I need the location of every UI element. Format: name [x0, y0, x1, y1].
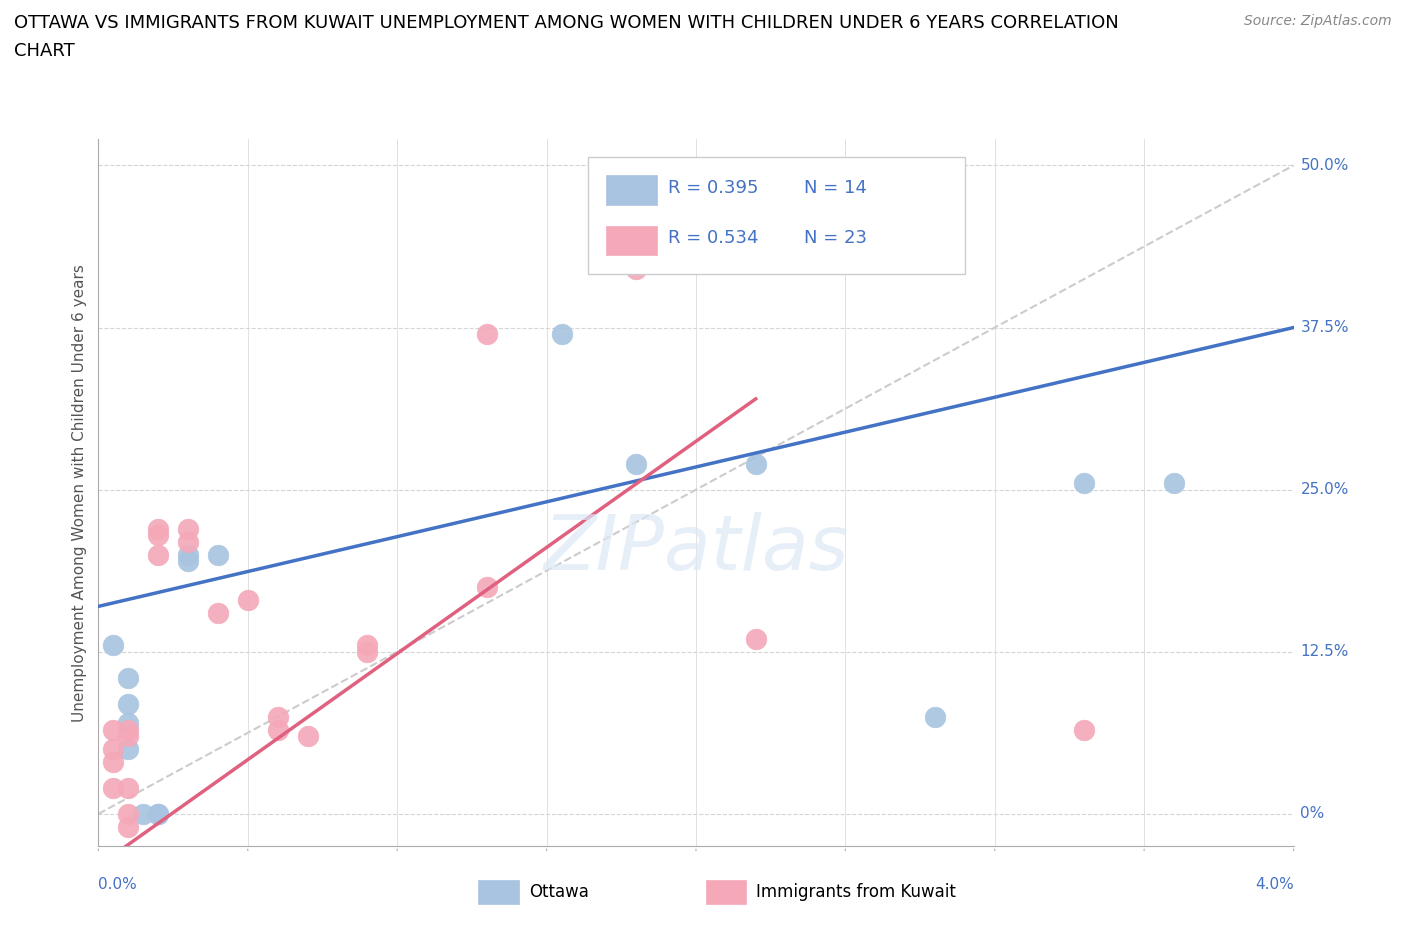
Point	[356, 644, 378, 659]
Point	[267, 722, 290, 737]
Point	[117, 716, 139, 731]
Point	[745, 457, 768, 472]
Point	[148, 806, 170, 821]
Text: N = 23: N = 23	[804, 230, 866, 247]
Point	[177, 553, 200, 568]
Point	[550, 326, 572, 341]
Point	[1163, 476, 1185, 491]
FancyBboxPatch shape	[606, 175, 657, 205]
FancyBboxPatch shape	[606, 226, 657, 256]
FancyBboxPatch shape	[478, 880, 519, 904]
Text: Ottawa: Ottawa	[529, 884, 589, 901]
Point	[475, 326, 498, 341]
Point	[624, 261, 647, 276]
Point	[297, 728, 319, 743]
Point	[1073, 722, 1095, 737]
Text: 0.0%: 0.0%	[98, 877, 138, 892]
Point	[117, 671, 139, 685]
Point	[103, 754, 125, 769]
Text: 50.0%: 50.0%	[1301, 158, 1348, 173]
Text: Immigrants from Kuwait: Immigrants from Kuwait	[756, 884, 956, 901]
Text: R = 0.395: R = 0.395	[668, 179, 759, 196]
Text: CHART: CHART	[14, 42, 75, 60]
Point	[117, 728, 139, 743]
Text: N = 14: N = 14	[804, 179, 866, 196]
Point	[103, 741, 125, 756]
Point	[117, 741, 139, 756]
Point	[1073, 476, 1095, 491]
Point	[103, 722, 125, 737]
Text: OTTAWA VS IMMIGRANTS FROM KUWAIT UNEMPLOYMENT AMONG WOMEN WITH CHILDREN UNDER 6 : OTTAWA VS IMMIGRANTS FROM KUWAIT UNEMPLO…	[14, 14, 1119, 32]
Text: R = 0.534: R = 0.534	[668, 230, 759, 247]
Text: Source: ZipAtlas.com: Source: ZipAtlas.com	[1244, 14, 1392, 28]
Point	[117, 722, 139, 737]
Point	[148, 527, 170, 542]
Point	[117, 697, 139, 711]
Point	[117, 780, 139, 795]
Point	[103, 780, 125, 795]
Point	[103, 638, 125, 653]
Y-axis label: Unemployment Among Women with Children Under 6 years: Unemployment Among Women with Children U…	[72, 264, 87, 722]
Point	[207, 547, 229, 562]
Text: ZIPatlas: ZIPatlas	[543, 512, 849, 587]
Point	[148, 806, 170, 821]
Point	[177, 534, 200, 549]
Point	[177, 547, 200, 562]
Point	[117, 806, 139, 821]
Point	[267, 710, 290, 724]
Text: 12.5%: 12.5%	[1301, 644, 1348, 659]
FancyBboxPatch shape	[706, 880, 747, 904]
Point	[475, 579, 498, 594]
Point	[148, 521, 170, 536]
Text: 0%: 0%	[1301, 806, 1324, 821]
Point	[117, 819, 139, 834]
Point	[207, 605, 229, 620]
Point	[745, 631, 768, 646]
Point	[148, 547, 170, 562]
Point	[356, 638, 378, 653]
Point	[714, 171, 737, 186]
Point	[236, 592, 259, 607]
Point	[177, 521, 200, 536]
Point	[132, 806, 155, 821]
Text: 25.0%: 25.0%	[1301, 482, 1348, 498]
FancyBboxPatch shape	[588, 157, 965, 273]
Point	[624, 457, 647, 472]
Text: 4.0%: 4.0%	[1254, 877, 1294, 892]
Point	[924, 710, 946, 724]
Text: 37.5%: 37.5%	[1301, 320, 1348, 335]
